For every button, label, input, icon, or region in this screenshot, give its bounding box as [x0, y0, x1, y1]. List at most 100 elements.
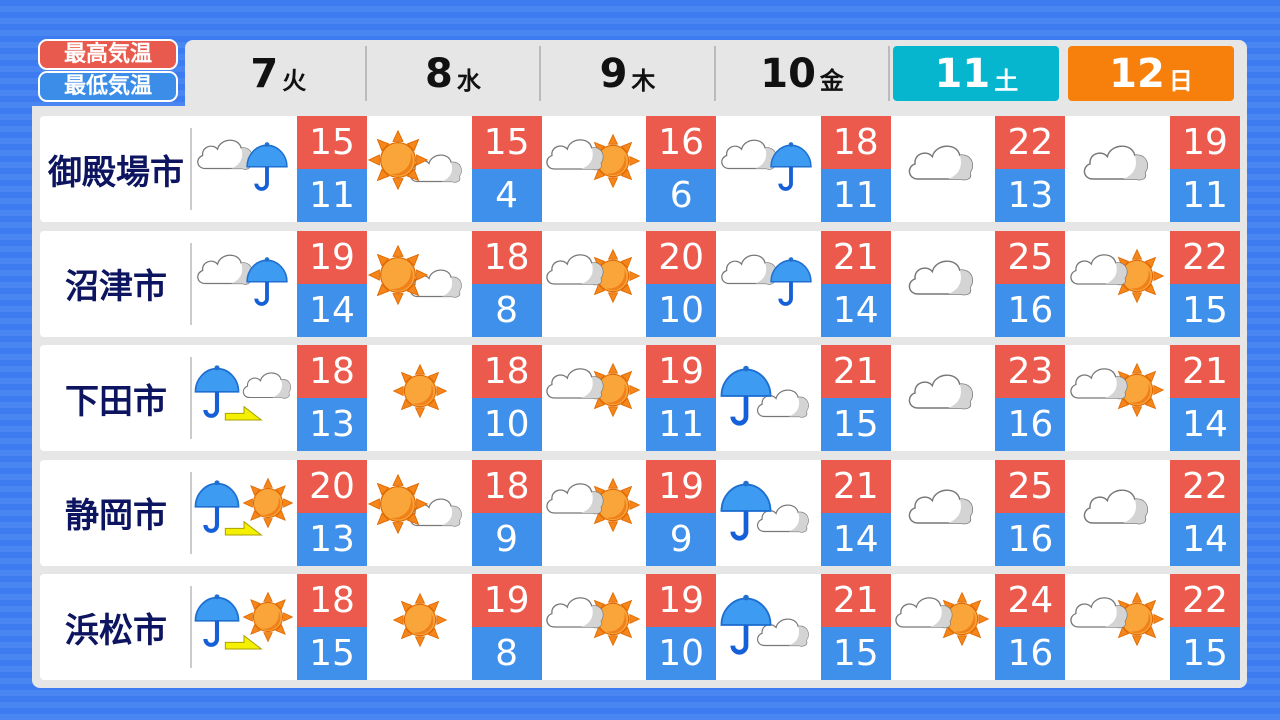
- low-temp: 14: [1170, 398, 1240, 451]
- high-temp: 25: [995, 230, 1066, 284]
- sun-icon: [393, 365, 446, 418]
- weekday: 金: [819, 67, 844, 95]
- weather-icon-cloud-then-sun: [1065, 348, 1170, 448]
- cloud-icon: [910, 146, 973, 179]
- cloud-icon: [198, 140, 252, 169]
- city-row: 沼津市 19 14 18 8 20 10 21 14 25 16 22 15: [40, 230, 1240, 337]
- low-temp: 15: [1170, 627, 1240, 680]
- high-temp: 20: [297, 459, 367, 513]
- day-header-12: 12 日: [1068, 46, 1234, 101]
- high-temp: 15: [297, 116, 367, 169]
- weather-icon-cloud-then-sun: [541, 234, 646, 334]
- low-temp: 14: [1170, 512, 1240, 566]
- high-temp: 18: [471, 230, 542, 284]
- low-temp: 11: [820, 169, 891, 222]
- low-temp: 15: [820, 627, 891, 680]
- high-temp: 19: [471, 574, 542, 627]
- weekday: 土: [994, 67, 1019, 95]
- weather-icon-sun-then-cloud: [367, 119, 472, 219]
- umbrella-icon: [195, 365, 238, 416]
- high-temp: 16: [646, 116, 717, 169]
- low-temp: 15: [1170, 283, 1240, 337]
- low-temp: 16: [995, 627, 1066, 680]
- low-temp: 11: [1170, 169, 1240, 222]
- city-name: 静岡市: [65, 496, 167, 536]
- cloud-icon: [1084, 146, 1147, 179]
- umbrella-icon: [247, 142, 287, 189]
- high-temp: 19: [1170, 116, 1240, 169]
- weekday: 水: [456, 67, 481, 95]
- weather-icon-cloud-then-rain: [716, 119, 821, 219]
- divider: [190, 128, 192, 210]
- arrow-icon: [225, 521, 261, 534]
- low-temp: 11: [297, 169, 367, 222]
- weather-icon-cloud-then-sun: [541, 119, 646, 219]
- divider: [190, 242, 192, 325]
- high-temp: 21: [820, 230, 891, 284]
- day-number: 8: [424, 50, 453, 97]
- day-number: 10: [760, 50, 816, 97]
- weather-icon-cloud: [890, 119, 995, 219]
- weekday: 火: [282, 67, 307, 95]
- high-temp: 19: [646, 459, 717, 513]
- high-temp: 15: [471, 116, 542, 169]
- cloud-icon: [1071, 369, 1127, 399]
- high-temp: 21: [1170, 345, 1240, 398]
- cloud-icon: [910, 261, 973, 294]
- low-temp: 6: [646, 169, 717, 222]
- city-name: 下田市: [65, 381, 167, 422]
- weather-icon-sun-then-cloud: [367, 234, 472, 334]
- day-header: 7 火 8 水 9 木 10 金 11 土 12 日: [185, 40, 1247, 106]
- sun-icon: [244, 478, 293, 527]
- cloud-icon: [722, 255, 776, 284]
- high-temp: 22: [995, 116, 1066, 169]
- arrow-icon: [225, 636, 261, 649]
- high-temp: 19: [297, 230, 367, 284]
- day-number: 11: [934, 50, 991, 97]
- low-temp: 13: [297, 512, 367, 566]
- weather-icon-sun-then-cloud: [367, 463, 472, 563]
- umbrella-icon: [247, 257, 287, 304]
- cloud-icon: [1071, 598, 1127, 628]
- low-temp: 8: [471, 283, 542, 337]
- day-number: 9: [599, 50, 628, 97]
- low-temp: 8: [471, 627, 542, 680]
- legend-low-temp: 最低気温: [38, 71, 178, 102]
- cloud-icon: [1084, 490, 1147, 523]
- weather-icon-rain-later-cloud: [192, 348, 297, 448]
- weather-icon-cloud-then-sun: [1065, 577, 1170, 677]
- sun-icon: [244, 593, 293, 642]
- high-temp: 20: [646, 230, 717, 284]
- cloud-icon: [910, 375, 973, 408]
- cloud-icon: [547, 254, 603, 284]
- temperature-legend: 最高気温 最低気温: [38, 39, 178, 103]
- high-temp: 24: [995, 574, 1066, 627]
- city-row: 浜松市 18 15 19 8 19 10 21 15 24 16 22 15: [40, 574, 1240, 680]
- high-temp: 21: [820, 574, 891, 627]
- low-temp: 9: [471, 512, 542, 566]
- city-name: 御殿場市: [48, 152, 184, 193]
- high-temp: 19: [646, 574, 717, 627]
- weather-icon-cloud-then-rain: [192, 234, 297, 334]
- cloud-icon: [896, 598, 952, 628]
- high-temp: 22: [1170, 230, 1240, 284]
- sun-icon: [368, 131, 426, 189]
- city-row: 静岡市 20 13 18 9 19 9 21 14 25 16 22 14: [40, 459, 1240, 566]
- low-temp: 4: [471, 169, 542, 222]
- sun-icon: [393, 594, 446, 647]
- umbrella-icon: [771, 142, 811, 189]
- weather-icon-rain-then-cloud: [716, 577, 821, 677]
- high-temp: 22: [1170, 574, 1240, 627]
- arrow-icon: [225, 407, 261, 420]
- day-number: 7: [250, 50, 279, 97]
- high-temp: 18: [471, 459, 542, 513]
- high-temp: 18: [297, 345, 367, 398]
- cloud-icon: [1071, 254, 1127, 284]
- legend-high-temp: 最高気温: [38, 39, 178, 70]
- umbrella-icon: [195, 594, 238, 645]
- day-header-10: 10 金: [716, 46, 891, 101]
- low-temp: 10: [646, 283, 717, 337]
- low-temp: 10: [646, 627, 717, 680]
